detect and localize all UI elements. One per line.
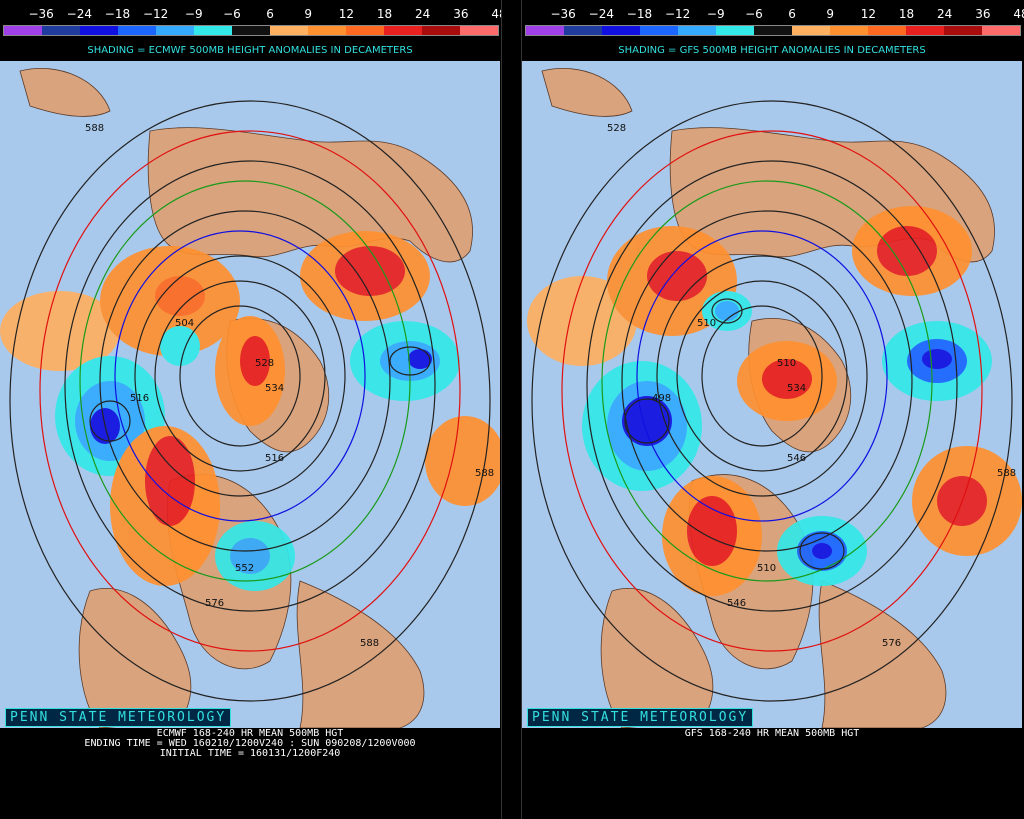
scale-label: 36 [975,7,991,21]
footer-line: ECMWF 168-240 HR MEAN 500MB HGT [156,728,344,739]
contour-label: 516 [265,453,284,464]
contour-label: 504 [175,318,194,329]
contour-label: 516 [130,393,149,404]
scale-swatch [944,26,982,35]
scale-label: −12 [664,7,691,21]
panel-divider [501,0,522,819]
scale-label: 12 [338,7,355,21]
scale-label: −9 [706,7,725,21]
scale-label: −12 [142,7,169,21]
contour-label: 534 [265,383,284,394]
contour-label: 528 [607,123,626,134]
scale-labels: −36 −24 −18 −12 −9 −6 6 9 12 18 24 36 48 [525,7,1024,23]
scale-label: 12 [860,7,877,21]
scale-swatch [754,26,792,35]
ecmwf-panel: −36 −24 −18 −12 −9 −6 6 9 12 18 24 36 48 SHADING = E… [0,0,507,819]
scale-swatch [602,26,640,35]
contour-label: 510 [777,358,796,369]
shading-title: SHADING = ECMWF 500MB HEIGHT ANOMALIES I… [87,45,413,56]
contour-label: 534 [787,383,806,394]
gfs-height-anomaly-map: 528 510 498 534 546 510 546 576 588 510 [522,61,1022,728]
contour-label: 588 [360,638,379,649]
scale-swatch [232,26,270,35]
scale-swatch [384,26,422,35]
scale-label: −36 [550,7,576,21]
contour-label: 588 [475,468,494,479]
scale-label: −18 [626,7,653,21]
branding: PENN STATE METEOROLOGY [5,708,232,727]
scale-swatch [80,26,118,35]
scale-bar [525,25,1021,36]
scale-swatch [906,26,944,35]
scale-label: 18 [898,7,915,21]
scale-swatch [640,26,678,35]
scale-swatch [564,26,602,35]
scale-label: 18 [376,7,393,21]
scale-swatch [4,26,42,35]
scale-label: 24 [415,7,431,21]
shading-title: SHADING = GFS 500MB HEIGHT ANOMALIES IN … [618,45,926,56]
scale-label: 6 [266,7,274,21]
scale-swatch [270,26,308,35]
scale-swatch [716,26,754,35]
footer-line: ENDING TIME = WED 160210/1200V240 : SUN … [84,738,416,749]
scale-swatch [156,26,194,35]
scale-label: −18 [104,7,131,21]
footer: ECMWF 168-240 HR MEAN 500MB HGT ENDING T… [0,729,500,759]
scale-swatch [526,26,564,35]
footer: GFS 168-240 HR MEAN 500MB HGT [522,729,1022,739]
scale-label: 48 [1013,7,1024,21]
scale-swatch [868,26,906,35]
scale-label: −6 [745,7,763,21]
scale-bar [3,25,499,36]
scale-swatch [678,26,716,35]
anomaly-shading [0,231,500,591]
anomaly-shading [527,206,1022,596]
contour-label: 546 [727,598,746,609]
scale-label: −24 [66,7,92,21]
scale-label: −6 [223,7,241,21]
height-contours [9,100,491,702]
scale-swatch [460,26,498,35]
scale-label: −24 [588,7,614,21]
scale-swatch [422,26,460,35]
ecmwf-height-anomaly-map: 588 528 516 534 516 552 576 588 588 504 [0,61,500,728]
scale-swatch [308,26,346,35]
scale-label: −9 [184,7,203,21]
footer-line: INITIAL TIME = 160131/1200F240 [159,748,341,759]
scale-label: 24 [937,7,953,21]
contour-label: 510 [697,318,716,329]
contour-labels: 588 528 516 534 516 552 576 588 588 504 [85,123,494,649]
contour-label: 576 [205,598,224,609]
scale-swatch [346,26,384,35]
contour-label: 510 [757,563,776,574]
contour-label: 588 [85,123,104,134]
footer-line: GFS 168-240 HR MEAN 500MB HGT [684,728,860,739]
contour-label: 588 [997,468,1016,479]
scale-label: 36 [453,7,469,21]
contour-label: 546 [787,453,806,464]
scale-label: 6 [788,7,796,21]
scale-swatch [830,26,868,35]
gfs-panel: −36 −24 −18 −12 −9 −6 6 9 12 18 24 36 48 SHADING = G… [522,0,1024,819]
branding: PENN STATE METEOROLOGY [527,708,754,727]
contour-label: 552 [235,563,254,574]
anomaly-color-scale: −36 −24 −18 −12 −9 −6 6 9 12 18 24 36 48 [525,4,1024,36]
scale-label: 9 [304,7,313,21]
contour-label: 528 [255,358,274,369]
contour-label: 576 [882,638,901,649]
scale-swatch [194,26,232,35]
scale-swatch [42,26,80,35]
scale-swatch [792,26,830,35]
scale-label: 9 [826,7,835,21]
scale-swatch [118,26,156,35]
scale-swatch [982,26,1020,35]
height-contours [531,100,1013,702]
contour-label: 498 [652,393,671,404]
scale-label: −36 [28,7,54,21]
contour-labels: 528 510 498 534 546 510 546 576 588 510 [607,123,1016,649]
